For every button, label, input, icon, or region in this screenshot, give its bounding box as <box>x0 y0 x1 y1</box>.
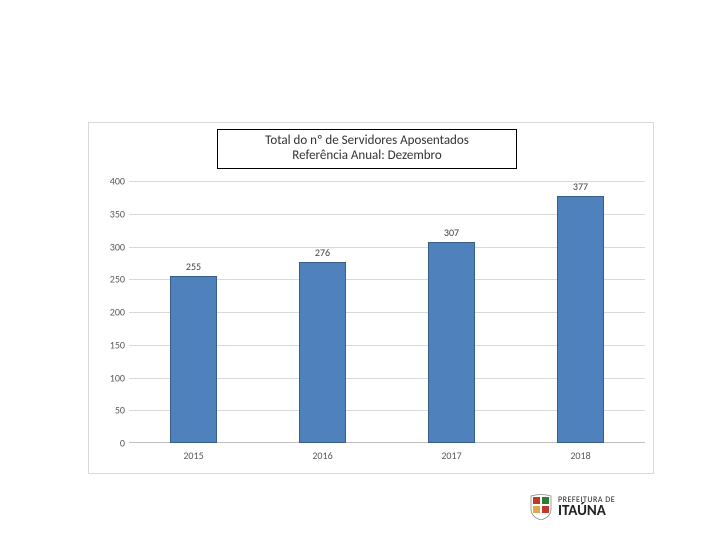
bar: 255 <box>170 276 218 443</box>
crest-icon <box>530 494 552 520</box>
bar-value-label: 255 <box>170 260 218 273</box>
y-tick-label: 0 <box>91 437 125 450</box>
plot-area: 0501001502002503003504002552015276201630… <box>129 181 645 443</box>
y-tick-label: 150 <box>91 338 125 351</box>
x-tick-label: 2017 <box>387 449 516 462</box>
chart-title-box: Total do nº de Servidores Aposentados Re… <box>217 129 517 169</box>
bar-value-label: 307 <box>428 226 476 239</box>
y-tick-label: 250 <box>91 273 125 286</box>
chart-title-line2: Referência Anual: Dezembro <box>292 149 441 164</box>
logo-line2: ITAÚNA <box>558 504 615 519</box>
logo: PREFEITURA DE ITAÚNA <box>530 490 670 524</box>
bar-fill <box>428 242 476 443</box>
bar-fill <box>170 276 218 443</box>
y-tick-label: 100 <box>91 371 125 384</box>
chart-card: Total do nº de Servidores Aposentados Re… <box>88 122 654 474</box>
bar-value-label: 377 <box>557 180 605 193</box>
x-tick-label: 2018 <box>516 449 645 462</box>
bar: 276 <box>299 262 347 443</box>
y-tick-label: 200 <box>91 306 125 319</box>
chart-title-line1: Total do nº de Servidores Aposentados <box>265 134 469 149</box>
y-tick-label: 350 <box>91 207 125 220</box>
x-tick-label: 2016 <box>258 449 387 462</box>
bar-fill <box>299 262 347 443</box>
logo-text: PREFEITURA DE ITAÚNA <box>558 496 615 519</box>
y-tick-label: 300 <box>91 240 125 253</box>
x-tick-label: 2015 <box>129 449 258 462</box>
bar: 377 <box>557 196 605 443</box>
y-tick-label: 400 <box>91 175 125 188</box>
bar: 307 <box>428 242 476 443</box>
bar-fill <box>557 196 605 443</box>
bar-value-label: 276 <box>299 246 347 259</box>
y-tick-label: 50 <box>91 404 125 417</box>
